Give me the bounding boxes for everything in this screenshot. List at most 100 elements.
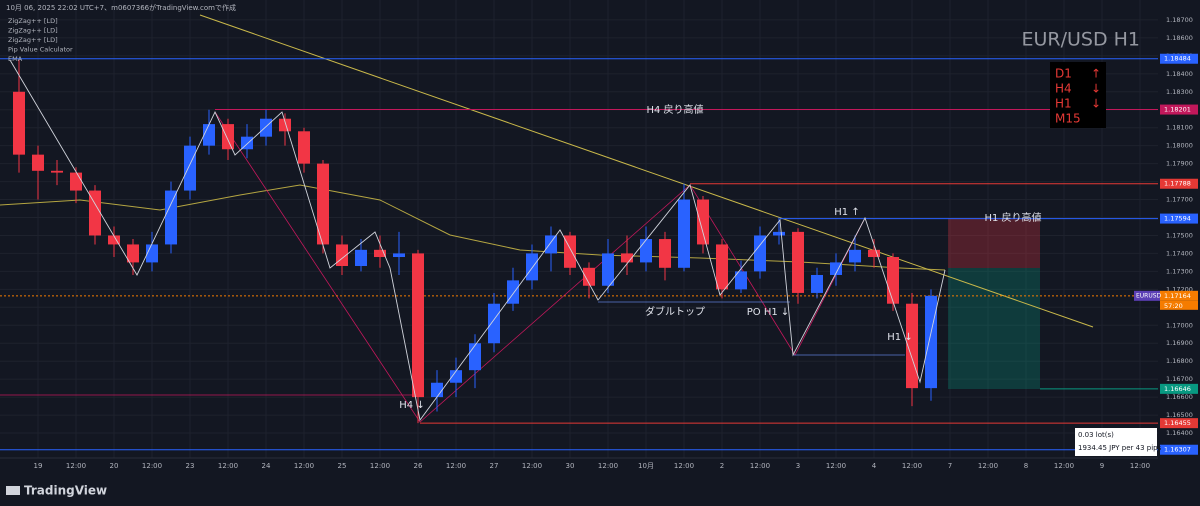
x-axis: 19 12:00 20 12:00 23 12:00 24 12:00 25 12:00 26 12:… [34,462,1151,470]
x-tick-label: 7 [948,462,952,470]
candle-body [773,231,785,236]
price-badge-label: 1.18484 [1164,55,1191,63]
annotation: H1 ↓ [887,332,912,343]
candle-body [51,170,63,173]
symbol-badge-label: EURUSD [1136,292,1162,299]
x-tick-label: 23 [186,462,195,470]
reward-zone [948,268,1040,389]
candle-body [241,136,253,150]
trend-label: H4 [1055,82,1072,96]
candle-body [545,235,557,254]
symbol-badge [1134,290,1160,301]
candle-body [32,154,44,171]
price-badge [1160,444,1198,455]
price-badge [1160,290,1198,301]
candle-body [697,199,709,245]
candle-body [298,131,310,164]
candle-body [887,257,899,304]
price-badge-label: 1.17594 [1164,215,1191,223]
x-tick-label: 3 [796,462,800,470]
x-tick-label: 12:00 [370,462,390,470]
indicator-name: ZigZag++ [LD] [8,27,58,35]
brand: TradingView [24,484,107,498]
y-tick-label: 1.16600 [1166,393,1193,401]
price-axis [1158,0,1200,476]
indicator-name: Pip Value Calculator [8,46,73,54]
zigzag-minor [9,59,946,422]
y-tick-label: 1.17200 [1166,285,1193,293]
candle-body [13,91,25,155]
candle-body [469,343,481,371]
x-tick-label: 12:00 [66,462,86,470]
price-badge-label: 1.16455 [1164,419,1191,427]
header: 10月 06, 2025 22:02 UTC+7、m0607366がTradin… [6,3,236,12]
candle-body [811,274,823,293]
indicator-name: ZigZag++ [LD] [8,17,58,25]
candle-body [165,190,177,245]
axis-labels: 1.16400 1.16500 1.16600 1.16700 1.16800 1.169… [1134,16,1198,455]
candle-body [602,253,614,286]
y-tick-label: 1.18600 [1166,34,1193,42]
price-badge [1160,213,1198,224]
y-tick-label: 1.18700 [1166,16,1193,24]
candle-body [374,249,386,258]
x-tick-label: 12:00 [750,462,770,470]
candle-body [184,145,196,191]
trend-label: ↓ [1091,82,1101,96]
candles [13,59,937,424]
y-tick-label: 1.18100 [1166,124,1193,132]
symbol-title: EUR/USD H1 [1021,29,1140,51]
x-tick-label: 12:00 [522,462,542,470]
y-tick-label: 1.18400 [1166,70,1193,78]
y-tick-label: 1.17500 [1166,231,1193,239]
annotation: H1 ↑ [834,207,859,218]
price-badge [1160,383,1198,394]
x-tick-label: 12:00 [674,462,694,470]
y-tick-label: 1.17900 [1166,160,1193,168]
candle-body [108,235,120,245]
x-tick-label: 27 [490,462,499,470]
x-tick-label: 30 [566,462,575,470]
candle-body [526,253,538,281]
candle-body [412,253,424,398]
annotation: H1 戻り高値 [984,211,1041,224]
y-tick-label: 1.18000 [1166,142,1193,150]
x-tick-label: 12:00 [446,462,466,470]
candle-body [431,382,443,398]
x-tick-label: 26 [414,462,423,470]
trend-label: ↓ [1091,97,1101,111]
candle-body [222,124,234,150]
price-badge [1160,178,1198,189]
candle-body [830,262,842,275]
x-tick-label: 12:00 [826,462,846,470]
price-badge-label: 1.16307 [1164,446,1191,454]
trend-label: ↑ [1091,67,1101,81]
price-badge-label: 1.17788 [1164,180,1191,188]
trend-box [1050,62,1106,128]
price-badge [1160,418,1198,429]
x-tick-label: 12:00 [1130,462,1150,470]
candle-body [203,124,215,146]
y-tick-label: 1.17400 [1166,249,1193,257]
x-tick-label: 12:00 [142,462,162,470]
candle-body [89,190,101,236]
y-tick-label: 1.16700 [1166,375,1193,383]
x-tick-label: 10月 [638,462,654,470]
x-tick-label: 12:00 [218,462,238,470]
trend-label: M15 [1055,112,1081,126]
calc-line: 0.03 lot(s) [1078,431,1114,439]
x-tick-label: 9 [1100,462,1104,470]
candle-body [393,253,405,258]
annotation: ダブルトップ [645,305,705,318]
candle-body [659,239,671,268]
y-tick-label: 1.16800 [1166,357,1193,365]
y-tick-label: 1.17000 [1166,321,1193,329]
annotation: H4 戻り高値 [646,103,703,116]
candle-body [260,118,272,137]
y-tick-label: 1.16900 [1166,339,1193,347]
candle-body [355,249,367,266]
trend-box-text: D1 ↑ H4 ↓ H1 ↓ M15 [1055,67,1101,126]
levels [0,58,1158,451]
